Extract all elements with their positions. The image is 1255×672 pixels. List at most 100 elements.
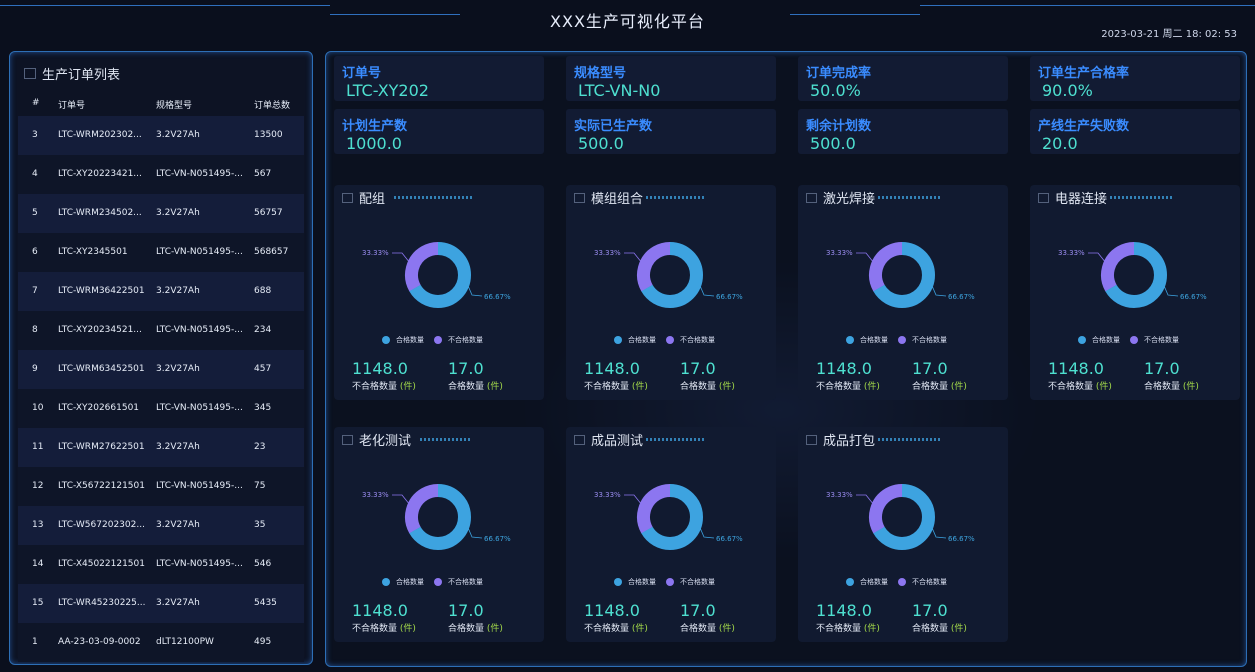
qualified-value: 17.0 [1144, 359, 1180, 378]
unqualified-stat: 1148.0 不合格数量 (件) [352, 601, 416, 634]
info-box: 实际已生产数 500.0 [566, 109, 776, 154]
legend-qualified-label: 合格数量 [1092, 336, 1120, 344]
legend-unqualified-dot [434, 336, 442, 344]
cell-order-no: LTC-WRM36422501 [58, 286, 145, 296]
legend-unqualified-label: 不合格数量 [680, 578, 715, 586]
table-row[interactable]: 7 LTC-WRM36422501 3.2V27Ah 688 [18, 272, 304, 311]
unit-label: (件) [486, 382, 503, 392]
table-row[interactable]: 14 LTC-X45022121501 LTC-VN-N051495-... 546 [18, 545, 304, 584]
cell-total: 567 [254, 169, 272, 179]
cell-order-no: LTC-XY202661501 [58, 403, 140, 413]
qualified-percent-label: 66.67% [948, 535, 975, 543]
unqualified-stat: 1148.0 不合格数量 (件) [1048, 359, 1112, 392]
legend-qualified-label: 合格数量 [628, 578, 656, 586]
info-value: 500.0 [810, 134, 856, 153]
unqualified-caption-text: 不合格数量 [352, 382, 398, 392]
table-row[interactable]: 5 LTC-WRM234502... 3.2V27Ah 56757 [18, 194, 304, 233]
cell-total: 234 [254, 325, 272, 335]
unqualified-percent-label: 33.33% [826, 249, 853, 257]
cell-index: 4 [32, 169, 38, 179]
unqualified-stat: 1148.0 不合格数量 (件) [584, 359, 648, 392]
station-title: 激光焊接 [806, 188, 875, 207]
legend-unqualified-label: 不合格数量 [912, 336, 947, 344]
decorative-dashes [878, 438, 942, 441]
info-value: LTC-VN-N0 [578, 81, 661, 100]
cell-order-no: LTC-XY2345501 [58, 247, 128, 257]
table-row[interactable]: 15 LTC-WR45230225... 3.2V27Ah 5435 [18, 584, 304, 623]
legend-unqualified-dot [1130, 336, 1138, 344]
cell-index: 5 [32, 208, 38, 218]
chart-icon [574, 434, 585, 445]
unit-label: (件) [399, 624, 416, 634]
unqualified-caption: 不合格数量 (件) [1048, 379, 1112, 392]
cell-index: 3 [32, 130, 38, 140]
chart-icon [806, 434, 817, 445]
qualified-caption: 合格数量 (件) [448, 379, 503, 392]
unqualified-value: 1148.0 [352, 359, 408, 378]
qualified-donut-chart [869, 484, 935, 550]
qualified-stat: 17.0 合格数量 (件) [680, 359, 735, 392]
donut-slice-qualified [869, 484, 935, 550]
unit-label: (件) [718, 382, 735, 392]
info-value: 20.0 [1042, 134, 1078, 153]
cell-order-no: LTC-XY20234521... [58, 325, 142, 335]
legend-qualified-label: 合格数量 [628, 336, 656, 344]
legend-qualified-dot [382, 578, 390, 586]
qualified-caption: 合格数量 (件) [680, 621, 735, 634]
header-line-left [0, 5, 330, 6]
qualified-value: 17.0 [680, 601, 716, 620]
order-list-title: 生产订单列表 [24, 64, 120, 83]
cell-spec: 3.2V27Ah [156, 286, 200, 296]
legend-qualified-dot [846, 336, 854, 344]
table-row[interactable]: 11 LTC-WRM27622501 3.2V27Ah 23 [18, 428, 304, 467]
chart-legend: 合格数量 不合格数量 [382, 335, 483, 345]
decorative-dashes [646, 196, 706, 199]
table-row[interactable]: 12 LTC-X56722121501 LTC-VN-N051495-... 75 [18, 467, 304, 506]
qualified-donut-chart [1101, 242, 1167, 309]
table-row[interactable]: 8 LTC-XY20234521... LTC-VN-N051495-... 234 [18, 311, 304, 350]
station-name: 成品测试 [591, 434, 644, 449]
unqualified-percent-label: 33.33% [594, 491, 621, 499]
unqualified-stat: 1148.0 不合格数量 (件) [352, 359, 416, 392]
table-row[interactable]: 10 LTC-XY202661501 LTC-VN-N051495-... 345 [18, 389, 304, 428]
legend-qualified-dot [382, 336, 390, 344]
qualified-donut-chart [405, 484, 471, 550]
legend-unqualified-dot [434, 578, 442, 586]
order-list-title-text: 生产订单列表 [42, 68, 121, 83]
station-card: 成品测试 33.33% 66.67% 合格数量 不合格数量 1148.0 不合格数量 (件)… [566, 427, 776, 642]
decorative-dashes [394, 196, 474, 199]
table-row[interactable]: 1 AA-23-03-09-0002 dLT12100PW 495 [18, 623, 304, 662]
station-name: 配组 [359, 192, 386, 207]
info-box: 计划生产数 1000.0 [334, 109, 544, 154]
table-row[interactable]: 9 LTC-WRM63452501 3.2V27Ah 457 [18, 350, 304, 389]
unit-label: (件) [950, 382, 967, 392]
column-header-order-no: 订单号 [58, 101, 86, 111]
cell-order-no: LTC-WR45230225... [58, 598, 146, 608]
cell-order-no: LTC-X56722121501 [58, 481, 145, 491]
cell-spec: 3.2V27Ah [156, 208, 200, 218]
station-name: 激光焊接 [823, 192, 876, 207]
donut-slice-qualified [637, 484, 703, 550]
table-row[interactable]: 4 LTC-XY20223421... LTC-VN-N051495-... 567 [18, 155, 304, 194]
qualified-caption: 合格数量 (件) [448, 621, 503, 634]
station-title: 老化测试 [342, 430, 411, 449]
legend-unqualified-dot [898, 336, 906, 344]
unqualified-stat: 1148.0 不合格数量 (件) [816, 601, 880, 634]
cell-spec: LTC-VN-N051495-... [156, 247, 243, 257]
cell-total: 13500 [254, 130, 283, 140]
unqualified-caption-text: 不合格数量 [816, 624, 862, 634]
info-box: 产线生产失败数 20.0 [1030, 109, 1240, 154]
order-list-panel: 生产订单列表 # 订单号 规格型号 订单总数 3 LTC-WRM202302...… [9, 51, 313, 665]
table-row[interactable]: 13 LTC-W567202302... 3.2V27Ah 35 [18, 506, 304, 545]
cell-order-no: LTC-W567202302... [58, 520, 145, 530]
station-card: 配组 33.33% 66.67% 合格数量 不合格数量 1148.0 不合格数量 (件) 17… [334, 185, 544, 400]
legend-qualified-label: 合格数量 [860, 336, 888, 344]
unit-label: (件) [718, 624, 735, 634]
chart-icon [342, 434, 353, 445]
unqualified-value: 1148.0 [816, 359, 872, 378]
table-row[interactable]: 3 LTC-WRM202302... 3.2V27Ah 13500 [18, 116, 304, 155]
cell-index: 10 [32, 403, 44, 413]
unqualified-caption: 不合格数量 (件) [584, 621, 648, 634]
qualified-caption-text: 合格数量 [1144, 382, 1181, 392]
table-row[interactable]: 6 LTC-XY2345501 LTC-VN-N051495-... 568657 [18, 233, 304, 272]
